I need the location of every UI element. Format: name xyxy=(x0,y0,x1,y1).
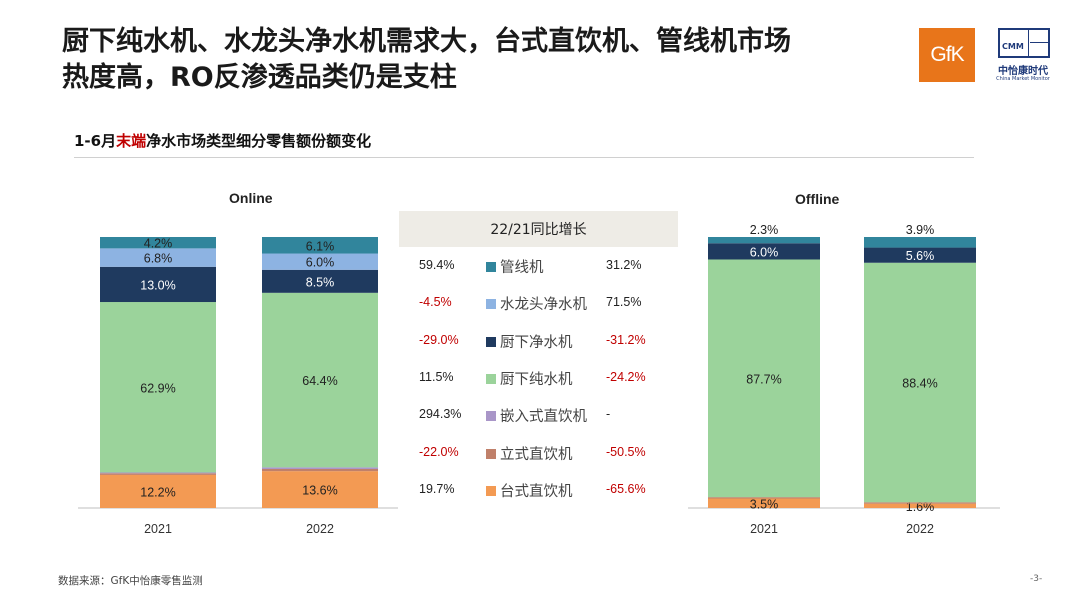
page-title: 厨下纯水机、水龙头净水机需求大，台式直饮机、管线机市场 热度高，RO反渗透品类仍… xyxy=(62,26,791,93)
bar-segment xyxy=(100,266,216,303)
data-label: 88.4% xyxy=(902,377,937,391)
legend-swatch xyxy=(486,485,496,496)
cmm-logo-mark: CMM xyxy=(998,28,1050,58)
growth-row: -29.0% 厨下净水机 -31.2% xyxy=(399,329,678,353)
bar-segment xyxy=(708,237,820,244)
subtitle-divider xyxy=(74,157,974,158)
cmm-logo: CMM 中怡康时代 China Market Monitor xyxy=(990,28,1056,84)
bar-segment xyxy=(708,259,820,498)
legend-label: 管线机 xyxy=(500,260,544,276)
bar-segment xyxy=(708,498,820,508)
bar-segment xyxy=(262,467,378,469)
online-growth-value: 19.7% xyxy=(419,481,455,496)
bar-segment xyxy=(864,247,976,263)
legend-swatch xyxy=(486,299,496,310)
data-label: 4.2% xyxy=(144,237,173,251)
legend-label: 立式直饮机 xyxy=(500,446,573,463)
x-tick-label: 2022 xyxy=(906,522,934,536)
legend-label: 嵌入式直饮机 xyxy=(500,409,587,426)
online-growth-value: 59.4% xyxy=(419,258,455,272)
growth-row: -4.5% 水龙头净水机 71.5% xyxy=(399,291,678,315)
data-label: 13.0% xyxy=(140,278,175,292)
growth-row: 11.5% 厨下纯水机 -24.2% xyxy=(399,366,678,390)
data-label: 6.8% xyxy=(144,252,173,266)
bar-segment xyxy=(262,468,378,472)
data-label: 5.6% xyxy=(906,249,935,263)
offline-growth-value: - xyxy=(606,407,611,422)
data-label: 2.3% xyxy=(750,223,779,237)
bar-segment xyxy=(100,302,216,473)
bar-segment xyxy=(100,473,216,475)
offline-growth-value: 71.5% xyxy=(606,295,642,310)
data-label: 62.9% xyxy=(140,381,175,395)
growth-table-header: 22/21同比增长 xyxy=(399,211,678,247)
offline-growth-value: -24.2% xyxy=(606,369,646,384)
bar-segment xyxy=(100,248,216,267)
offline-growth-value: -65.6% xyxy=(606,481,646,496)
data-label: 64.4% xyxy=(302,374,337,388)
legend-swatch xyxy=(486,336,496,347)
data-label: 6.0% xyxy=(306,256,335,270)
data-source: 数据来源：GfK中怡康零售监测 xyxy=(58,575,203,587)
x-tick-label: 2022 xyxy=(306,522,334,536)
data-label: 6.0% xyxy=(750,245,779,259)
legend-label: 水龙头净水机 xyxy=(500,297,587,314)
growth-row: -22.0% 立式直饮机 -50.5% xyxy=(399,441,678,465)
bar-segment xyxy=(100,474,216,508)
chart-subtitle: 1-6月末端净水市场类型细分零售额份额变化 xyxy=(74,132,372,150)
bar-segment xyxy=(262,292,378,468)
offline-growth-value: -50.5% xyxy=(606,444,646,459)
data-label: 13.6% xyxy=(302,484,337,498)
bar-segment xyxy=(864,262,976,503)
bar-segment xyxy=(708,497,820,499)
bar-segment xyxy=(864,237,976,248)
legend-label: 厨下净水机 xyxy=(500,334,573,351)
legend-label: 台式直饮机 xyxy=(500,483,573,500)
online-growth-value: -29.0% xyxy=(419,332,459,347)
bar-segment xyxy=(864,502,976,504)
gfk-logo: GfK xyxy=(919,28,975,82)
legend-label: 厨下纯水机 xyxy=(500,371,573,388)
bar-segment xyxy=(262,471,378,508)
growth-row: 19.7% 台式直饮机 -65.6% xyxy=(399,478,678,502)
legend-swatch xyxy=(486,411,496,422)
growth-row: 294.3% 嵌入式直饮机 - xyxy=(399,403,678,427)
data-label: 3.5% xyxy=(750,497,779,511)
online-growth-value: -4.5% xyxy=(419,295,452,310)
bar-segment xyxy=(262,269,378,293)
data-label: 3.9% xyxy=(906,223,935,237)
bar-segment xyxy=(100,237,216,249)
online-growth-value: 11.5% xyxy=(419,369,454,384)
x-tick-label: 2021 xyxy=(750,522,778,536)
legend-swatch xyxy=(486,373,496,384)
online-chart-title: Online xyxy=(229,190,273,206)
data-label: 8.5% xyxy=(306,275,335,289)
data-label: 12.2% xyxy=(140,485,175,499)
bar-segment xyxy=(262,253,378,270)
bar-segment xyxy=(708,243,820,260)
offline-growth-value: 31.2% xyxy=(606,258,642,272)
online-growth-value: 294.3% xyxy=(419,407,462,422)
legend-swatch xyxy=(486,262,496,272)
x-tick-label: 2021 xyxy=(144,522,172,536)
offline-growth-value: -31.2% xyxy=(606,332,646,347)
online-growth-value: -22.0% xyxy=(419,444,459,459)
bar-segment xyxy=(262,237,378,254)
data-label: 6.1% xyxy=(306,239,335,253)
bar-segment xyxy=(864,503,976,508)
page-number: -3- xyxy=(1030,574,1043,584)
growth-row: 59.4% 管线机 31.2% xyxy=(399,254,678,278)
offline-chart-title: Offline xyxy=(795,191,840,207)
data-label: 87.7% xyxy=(746,372,781,386)
legend-swatch xyxy=(486,448,496,459)
bar-segment xyxy=(100,472,216,474)
